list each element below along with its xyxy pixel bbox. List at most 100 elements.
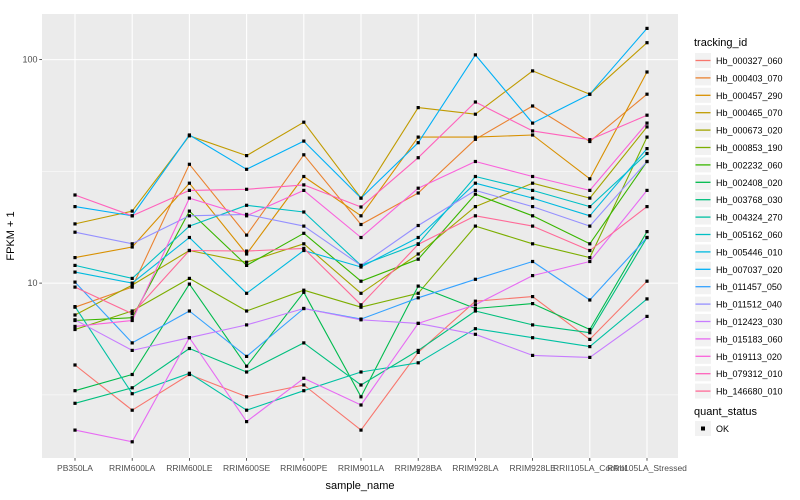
data-point [187, 181, 191, 185]
legend-item-Hb_019113_020: Hb_019113_020 [695, 348, 782, 364]
data-point [359, 205, 363, 209]
data-point [130, 341, 134, 345]
x-tick-label-RRIM901LA: RRIM901LA [338, 463, 385, 473]
data-point [473, 306, 477, 311]
data-point [302, 242, 306, 246]
data-point [531, 181, 535, 185]
data-point [416, 296, 420, 300]
legend-label: Hb_011512_040 [716, 300, 782, 310]
legend-item-Hb_000465_070: Hb_000465_070 [695, 105, 783, 121]
data-point [645, 147, 649, 151]
data-point [359, 370, 363, 374]
data-point [245, 354, 249, 358]
data-point [130, 440, 134, 444]
x-tick-label-RRIM928LE: RRIM928LE [509, 463, 556, 473]
data-point [73, 230, 77, 234]
legend-label: Hb_019113_020 [716, 352, 782, 362]
data-point [473, 214, 477, 218]
data-point [187, 276, 191, 280]
data-point [645, 92, 649, 96]
data-point [245, 167, 249, 171]
legend-item-Hb_079312_010: Hb_079312_010 [695, 366, 783, 382]
data-point [130, 408, 134, 412]
data-point [416, 156, 420, 160]
legend-label: Hb_079312_010 [716, 369, 783, 379]
data-point [473, 112, 477, 116]
data-point [645, 230, 649, 234]
data-point [245, 420, 249, 424]
data-point [416, 235, 420, 240]
data-point [187, 209, 191, 213]
data-point [130, 312, 134, 316]
data-point [473, 224, 477, 228]
legend-label: Hb_005162_060 [716, 230, 783, 240]
data-point [588, 139, 592, 144]
data-point [73, 305, 77, 309]
data-point [302, 174, 306, 179]
data-point [531, 336, 535, 340]
y-tick-label-100: 100 [22, 55, 37, 65]
x-tick-label-RRIM928LA: RRIM928LA [452, 463, 499, 473]
x-tick-label-PB350LA: PB350LA [57, 463, 93, 473]
data-point [416, 191, 420, 195]
data-point [359, 214, 363, 218]
data-point [416, 106, 420, 110]
data-point [130, 386, 134, 390]
data-point [588, 259, 592, 264]
data-point [245, 252, 249, 256]
legend-item-Hb_002408_020: Hb_002408_020 [695, 174, 783, 190]
data-point [588, 177, 592, 181]
data-point [473, 277, 477, 281]
data-point [531, 205, 535, 209]
legend-item-Hb_146680_010: Hb_146680_010 [695, 383, 783, 399]
data-point [73, 280, 77, 284]
data-point [645, 151, 649, 156]
y-axis-title: FPKM + 1 [5, 211, 17, 260]
data-point [645, 297, 649, 301]
legend-label: Hb_000403_070 [716, 73, 783, 83]
data-point [73, 285, 77, 289]
data-point [73, 428, 77, 432]
data-point [359, 303, 363, 307]
data-point [359, 383, 363, 387]
data-point [359, 318, 363, 322]
data-point [302, 389, 306, 393]
data-point [187, 235, 191, 240]
legend-label: Hb_002232_060 [716, 160, 783, 170]
data-point [645, 314, 649, 318]
legend-label: Hb_000327_060 [716, 56, 783, 66]
data-point [302, 153, 306, 157]
data-point [531, 69, 535, 73]
data-point [531, 121, 535, 125]
data-point [73, 193, 77, 197]
data-point [359, 403, 363, 407]
data-point [73, 318, 77, 322]
legend-item-Hb_002232_060: Hb_002232_060 [695, 157, 783, 173]
legend-item-Hb_000457_290: Hb_000457_290 [695, 87, 783, 103]
data-point [531, 323, 535, 327]
data-point [302, 120, 306, 124]
data-point [130, 372, 134, 377]
data-point [645, 159, 649, 164]
data-point [531, 174, 535, 179]
data-point [645, 205, 649, 209]
data-point [473, 299, 477, 303]
data-point [531, 224, 535, 228]
data-point [473, 100, 477, 104]
legend-item-Hb_011512_040: Hb_011512_040 [695, 296, 782, 312]
data-point [531, 196, 535, 200]
data-point [588, 248, 592, 253]
legend-item-Hb_012423_030: Hb_012423_030 [695, 314, 783, 329]
legend-label: Hb_007037_020 [716, 265, 783, 275]
data-point [645, 188, 649, 192]
x-axis-title: sample_name [325, 480, 394, 492]
data-point [302, 306, 306, 311]
data-point [73, 222, 77, 226]
data-point [245, 263, 249, 267]
legend-label: Hb_005446_010 [716, 247, 783, 257]
data-point [473, 181, 477, 185]
legend-label: Hb_002408_020 [716, 178, 783, 188]
data-point [187, 248, 191, 253]
